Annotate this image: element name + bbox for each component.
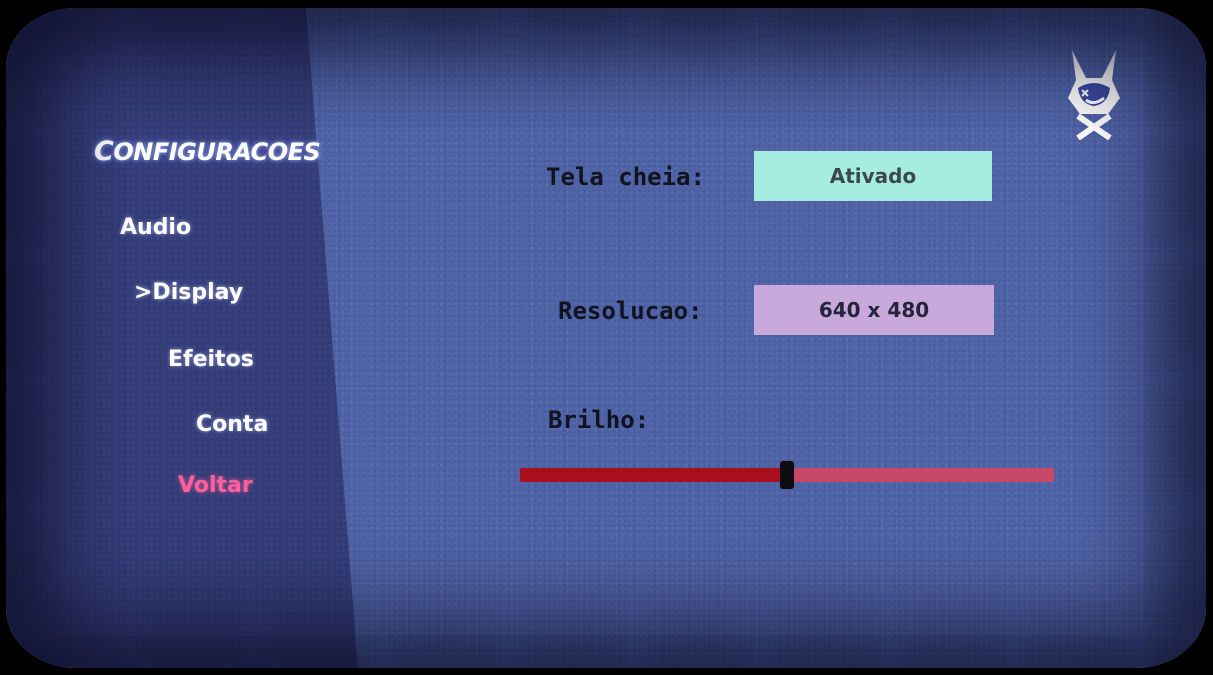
fullscreen-label: Tela cheia: [546,163,705,191]
brightness-label: Brilho: [548,406,650,434]
fullscreen-toggle[interactable]: Ativado [754,151,992,201]
settings-menu-title: CONFIGURACOES [94,136,321,167]
brightness-slider-fill [520,468,787,482]
menu-item-display[interactable]: >Display [134,280,244,305]
resolution-label: Resolucao: [558,297,703,325]
menu-item-audio[interactable]: Audio [120,215,192,240]
back-button[interactable]: Voltar [178,473,253,498]
menu-item-account[interactable]: Conta [196,412,269,437]
brightness-slider[interactable] [520,461,1054,489]
rabbit-mascot-logo-icon [1064,48,1124,141]
menu-item-effects[interactable]: Efeitos [168,347,254,372]
crt-frame: CONFIGURACOES Audio >Display Efeitos Con… [6,8,1206,668]
resolution-selector[interactable]: 640 x 480 [754,285,994,335]
brightness-slider-handle[interactable] [780,461,794,489]
settings-sidebar [6,8,358,668]
